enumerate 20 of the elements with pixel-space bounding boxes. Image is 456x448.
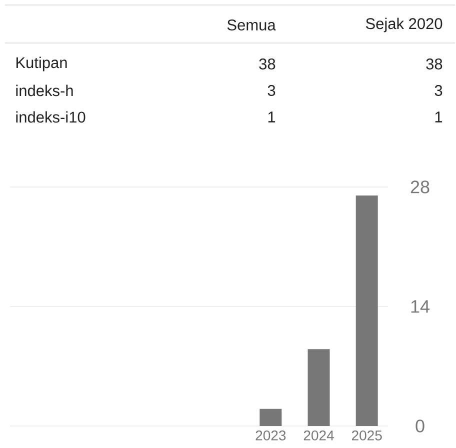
text: 3 [268, 84, 276, 96]
category-label: indeks-i10 [16, 111, 86, 123]
text: 1 [435, 112, 442, 122]
category-label: Sejak 2020 [366, 18, 442, 32]
text: 1 [268, 112, 276, 122]
y-tick-label: 0 [416, 420, 424, 432]
bar [356, 196, 378, 426]
category-label: Kutipan [16, 56, 67, 72]
bar [308, 349, 330, 426]
category-label: Semua [227, 19, 276, 30]
text: 38 [259, 58, 276, 70]
x-tick-label: 2024 [304, 430, 334, 440]
y-tick-label: 28 [410, 180, 430, 194]
x-tick-label: 2025 [352, 430, 382, 440]
text: 3 [434, 84, 442, 96]
x-tick-label: 2023 [256, 430, 286, 440]
text: 38 [426, 58, 442, 70]
bar [260, 408, 282, 426]
y-tick-label: 14 [411, 300, 430, 313]
category-label: indeks-h [16, 84, 73, 96]
